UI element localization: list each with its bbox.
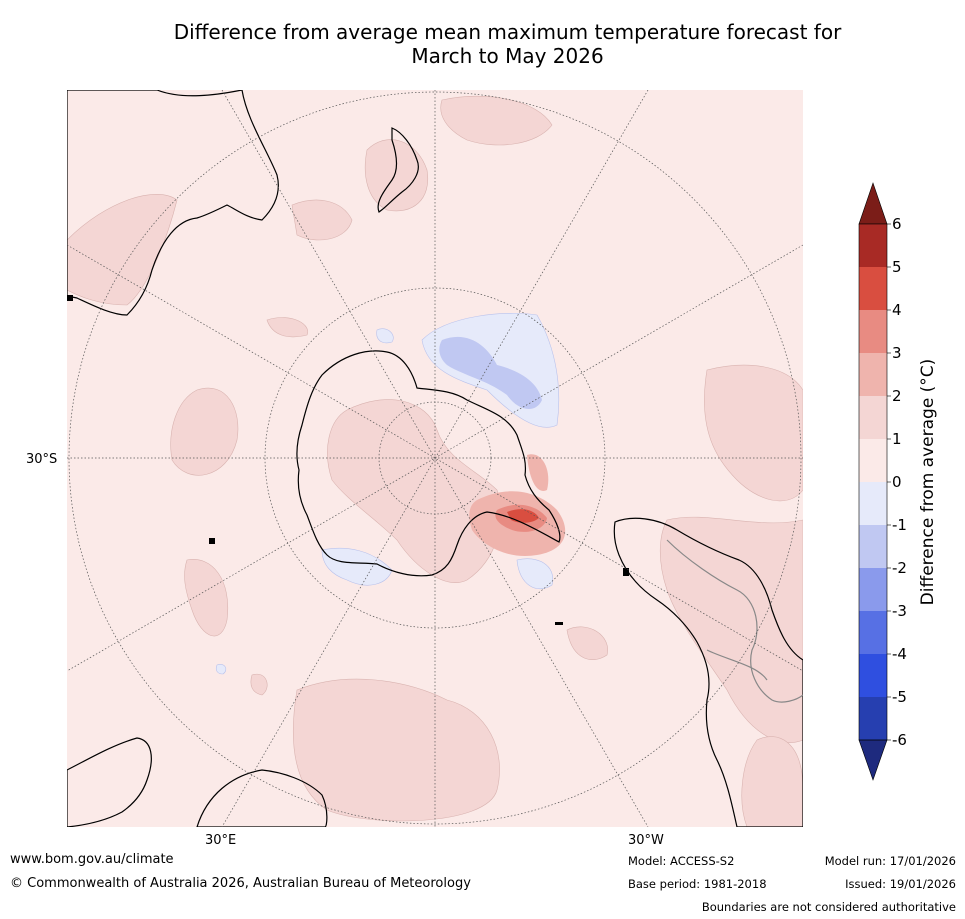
lon-label-30e: 30°E — [205, 833, 237, 848]
lon-label-30w: 30°W — [628, 833, 664, 848]
colorbar-bin-0-1 — [859, 439, 887, 482]
colorbar-bin-3-4 — [859, 310, 887, 353]
colorbar-tick-label: -2 — [892, 559, 907, 577]
map-panel[interactable] — [67, 90, 803, 827]
colorbar-label: Difference from average (°C) — [918, 358, 938, 606]
australia-coastline — [67, 90, 279, 316]
title-line-1: Difference from average mean maximum tem… — [173, 20, 842, 44]
colorbar-bin-m6-m5 — [859, 697, 887, 740]
colorbar-tick-label: -4 — [892, 645, 907, 663]
new-zealand-coastline — [377, 127, 419, 213]
colorbar-bin-m5-m4 — [859, 654, 887, 697]
south-america-coastline — [613, 517, 803, 827]
title-line-2: March to May 2026 — [411, 44, 604, 68]
colorbar-tick-label: 3 — [892, 344, 902, 362]
colorbar-bin-m1-0 — [859, 482, 887, 525]
graticule — [67, 90, 803, 827]
footer-model: Model: ACCESS-S2 — [628, 854, 735, 868]
footer-issued: Issued: 19/01/2026 — [845, 877, 956, 891]
footer-model-run: Model run: 17/01/2026 — [824, 854, 956, 868]
footer-copyright: © Commonwealth of Australia 2026, Austra… — [10, 876, 471, 891]
colorbar-tick-label: -5 — [892, 688, 907, 706]
colorbar-arrow-bottom — [858, 739, 888, 781]
anomaly-cool-regions — [215, 312, 560, 675]
colorbar-bin-1-2 — [859, 396, 887, 439]
africa-coastline-2 — [196, 769, 328, 827]
colorbar-tick-label: 2 — [892, 387, 902, 405]
colorbar-bin-5-6 — [859, 224, 887, 267]
colorbar-bin-2-3 — [859, 353, 887, 396]
footer-disclaimer: Boundaries are not considered authoritat… — [701, 900, 956, 914]
colorbar-bin-m4-m3 — [859, 611, 887, 654]
colorbar-bin-m2-m1 — [859, 525, 887, 568]
footer-url[interactable]: www.bom.gov.au/climate — [10, 852, 174, 867]
footer-base-period: Base period: 1981-2018 — [628, 877, 767, 891]
lat-label-30s: 30°S — [26, 452, 58, 467]
colorbar-tick-label: 4 — [892, 301, 902, 319]
colorbar-tick-label: -3 — [892, 602, 907, 620]
colorbar-bin-4-5 — [859, 267, 887, 310]
colorbar-arrow-top — [858, 182, 888, 225]
chart-title: Difference from average mean maximum tem… — [0, 20, 965, 68]
colorbar-tick-marks — [887, 223, 891, 741]
africa-coastline — [67, 737, 152, 827]
colorbar-tick-label: -1 — [892, 516, 907, 534]
south-america-borders — [666, 539, 803, 703]
small-islands — [67, 295, 629, 625]
colorbar-bin-m3-m2 — [859, 568, 887, 611]
colorbar-tick-label: 0 — [892, 473, 902, 491]
anomaly-1-2-regions — [67, 95, 803, 827]
colorbar-tick-label: -6 — [892, 731, 907, 749]
anomaly-peninsula — [469, 454, 566, 556]
colorbar-tick-label: 5 — [892, 258, 902, 276]
map-svg — [67, 90, 803, 827]
colorbar-tick-label: 1 — [892, 430, 902, 448]
colorbar-tick-label: 6 — [892, 215, 902, 233]
antarctica-coastline — [296, 350, 561, 577]
